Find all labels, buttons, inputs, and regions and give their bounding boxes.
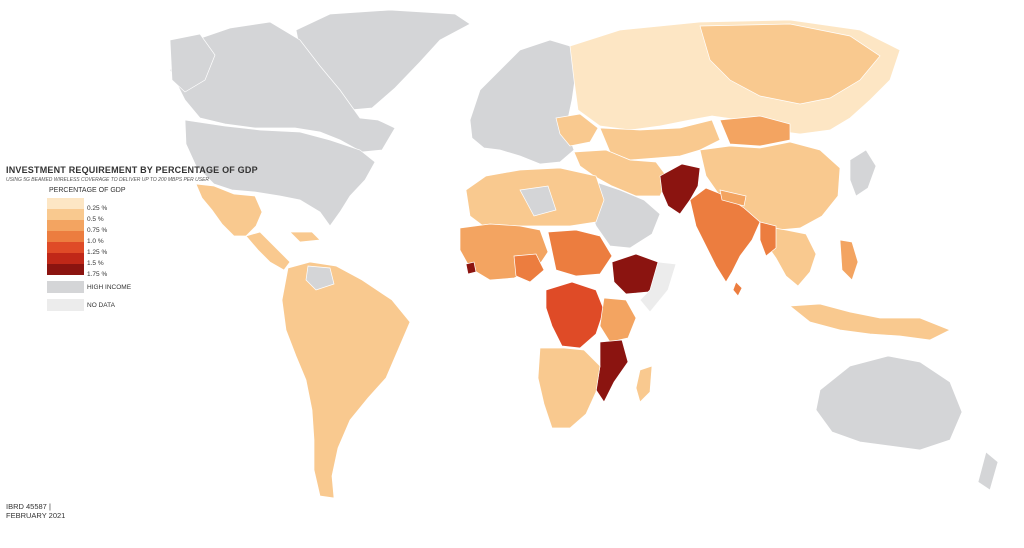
legend: PERCENTAGE OF GDP 0.25 % 0.5 % 0.75 % 1.0 %…: [47, 187, 157, 311]
region-mexico: [195, 183, 263, 237]
region-nigeria: [513, 253, 545, 283]
region-russia-east: [699, 23, 881, 105]
legend-swatch: [47, 220, 84, 231]
region-europe: [469, 39, 577, 165]
region-sri-lanka: [732, 281, 743, 297]
region-mozambique: [595, 339, 629, 403]
legend-swatch: [47, 198, 84, 209]
region-myanmar: [759, 221, 777, 257]
legend-swatch: [47, 209, 84, 220]
region-alaska: [169, 33, 216, 93]
region-philippines: [839, 239, 859, 281]
legend-swatch: [47, 231, 84, 242]
region-guiana: [305, 265, 335, 291]
region-canada: [169, 21, 396, 153]
region-caribbean: [289, 231, 321, 243]
region-central-north-africa: [547, 229, 613, 277]
legend-swatch-high-income: [47, 281, 84, 293]
region-madagascar: [635, 365, 653, 403]
region-new-zealand: [977, 451, 999, 491]
region-nepal: [719, 189, 747, 207]
legend-label: 1.5 %: [87, 260, 104, 267]
legend-label-no-data: NO DATA: [87, 301, 115, 309]
region-australia: [815, 355, 963, 451]
region-indonesia: [789, 303, 951, 341]
region-south-america: [281, 261, 411, 499]
legend-label: 0.5 %: [87, 216, 104, 223]
legend-bins: 0.25 % 0.5 % 0.75 % 1.0 % 1.25 % 1.5 % 1.75 %: [47, 198, 157, 278]
legend-swatch: [47, 242, 84, 253]
region-sierra-leone: [465, 261, 477, 275]
legend-label: 1.75 %: [87, 271, 108, 278]
legend-label: 0.25 %: [87, 205, 108, 212]
region-central-america: [245, 231, 291, 271]
region-libya: [519, 185, 557, 217]
legend-label: 0.75 %: [87, 227, 108, 234]
legend-row: 1.25 %: [47, 242, 157, 256]
region-east-africa: [599, 297, 637, 343]
legend-heading: PERCENTAGE OF GDP: [49, 187, 126, 194]
region-ukraine-balkans: [555, 113, 599, 147]
legend-swatch: [47, 264, 84, 275]
legend-row: 0.25 %: [47, 198, 157, 212]
legend-row: 0.75 %: [47, 220, 157, 234]
legend-row: 0.5 %: [47, 209, 157, 223]
legend-no-data: NO DATA: [47, 299, 157, 311]
region-usa: [184, 119, 376, 227]
legend-row: 1.75 %: [47, 264, 157, 278]
map-date: FEBRUARY 2021: [6, 511, 66, 520]
legend-label: 1.0 %: [87, 238, 104, 245]
legend-row: 1.0 %: [47, 231, 157, 245]
region-drc: [545, 281, 605, 349]
legend-subtitle: USING 5G BEAMED WIRELESS COVERAGE TO DEL…: [6, 177, 210, 183]
region-japan-korea: [849, 149, 877, 197]
legend-swatch: [47, 253, 84, 264]
region-somalia: [639, 261, 677, 313]
legend-label-high-income: HIGH INCOME: [87, 283, 132, 291]
legend-high-income: HIGH INCOME: [47, 281, 157, 293]
region-mongolia: [719, 115, 791, 147]
region-turkey-iran: [573, 149, 669, 197]
legend-title: INVESTMENT REQUIREMENT BY PERCENTAGE OF …: [6, 165, 258, 175]
map-id: IBRD 45587 |: [6, 502, 51, 511]
legend-label: 1.25 %: [87, 249, 108, 256]
legend-row: 1.5 %: [47, 253, 157, 267]
region-southern-africa: [537, 347, 601, 429]
legend-swatch-no-data: [47, 299, 84, 311]
map-credit: IBRD 45587 | FEBRUARY 2021: [6, 502, 65, 520]
